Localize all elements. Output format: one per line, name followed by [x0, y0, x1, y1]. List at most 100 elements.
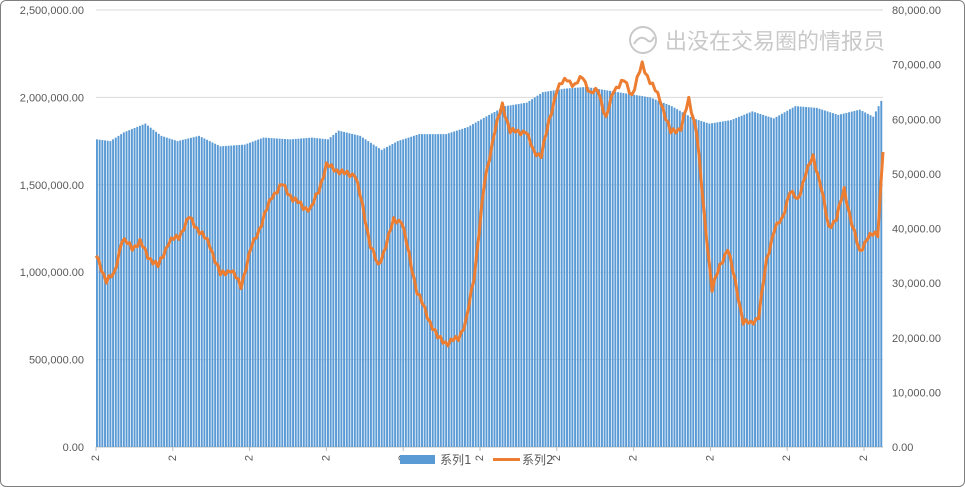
series1-bar	[684, 113, 687, 447]
x-tick-label: 2	[167, 455, 179, 461]
series1-bar	[394, 142, 397, 447]
series1-bar	[442, 134, 445, 447]
series1-bar	[797, 106, 799, 448]
series1-bar	[823, 110, 826, 447]
series1-bar	[547, 91, 550, 448]
series1-bar	[496, 110, 499, 447]
series1-bar	[759, 114, 762, 448]
series1-bar	[378, 148, 380, 448]
series1-bar	[858, 109, 861, 448]
series1-bar	[114, 137, 117, 447]
series1-bar	[660, 101, 662, 448]
series1-bar	[700, 120, 703, 448]
series1-bar	[128, 130, 131, 448]
series1-bar	[461, 128, 464, 447]
series1-bar	[458, 129, 461, 447]
series1-bar	[880, 100, 883, 447]
series1-bar	[200, 137, 203, 448]
series1-bar	[574, 87, 577, 447]
series1-bar	[719, 121, 722, 447]
series1-bar	[544, 91, 547, 448]
series1-bar	[310, 137, 313, 447]
series1-bar	[506, 105, 509, 447]
left-tick-label: 2,000,000.00	[20, 92, 84, 104]
series1-bar	[453, 131, 456, 447]
series1-bar	[141, 124, 144, 448]
series1-bar	[853, 110, 856, 448]
series1-bar	[227, 145, 230, 447]
series1-bar	[598, 89, 601, 448]
series1-bar	[566, 88, 568, 447]
series1-bar	[305, 138, 308, 447]
series1-bar	[877, 106, 880, 447]
series1-bar	[232, 145, 235, 447]
series1-bar	[396, 141, 399, 447]
series1-bar	[515, 104, 517, 447]
series1-bar	[289, 139, 292, 448]
legend-series1-swatch	[400, 455, 435, 464]
series1-bar	[173, 140, 176, 447]
series1-bar	[686, 115, 689, 447]
x-axis-ticks: 22222222222	[90, 447, 870, 461]
series1-bar	[531, 99, 534, 447]
series1-bar	[805, 107, 808, 447]
series1-bar	[149, 127, 152, 447]
series1-bar	[235, 145, 238, 448]
series1-bar	[619, 92, 622, 447]
series1-bar	[404, 138, 407, 447]
series1-bar	[410, 136, 413, 448]
series1-bar	[504, 106, 507, 447]
left-tick-label: 2,500,000.00	[20, 5, 84, 17]
watermark: 出没在交易圈的情报员	[629, 26, 885, 55]
series1-bar	[284, 139, 286, 448]
series1-bar	[267, 137, 270, 447]
x-tick-label: 2	[704, 455, 716, 461]
series1-bar	[778, 115, 781, 447]
series1-bar	[216, 145, 219, 447]
series1-bar	[450, 132, 453, 448]
series1-bar	[230, 145, 233, 447]
series1-bar	[727, 120, 730, 447]
series1-bar	[297, 138, 300, 447]
series1-bar	[767, 116, 770, 448]
series1-bar	[525, 102, 528, 448]
series1-bar	[332, 134, 335, 447]
series1-bar	[278, 138, 281, 447]
series1-bar	[380, 149, 383, 447]
series1-bar	[369, 142, 372, 447]
series1-bar	[96, 139, 98, 448]
x-tick-label: 2	[781, 455, 793, 461]
series1-bar	[329, 137, 332, 448]
series1-bar	[455, 130, 458, 447]
series1-bar	[117, 135, 120, 447]
series1-bar	[163, 136, 166, 448]
series1-bar	[523, 103, 526, 448]
series1-bar	[316, 138, 319, 448]
series1-bar	[130, 129, 133, 447]
series1-bar	[746, 113, 748, 447]
legend-series1-label: 系列1	[440, 453, 472, 467]
series1-bar	[622, 93, 625, 447]
series1-bar	[152, 129, 155, 447]
series1-bar	[831, 113, 834, 447]
series1-bar	[705, 122, 708, 447]
series1-bar	[571, 88, 574, 447]
series1-bar	[106, 140, 109, 447]
series1-bar	[386, 146, 389, 447]
series1-bar	[439, 134, 442, 447]
series1-bar	[147, 125, 149, 447]
series1-bar	[348, 133, 351, 447]
series1-bar	[509, 105, 512, 448]
series1-bar	[874, 111, 877, 447]
series1-bar	[168, 138, 171, 447]
series1-bar	[584, 86, 587, 448]
series1-bar	[743, 114, 746, 447]
right-axis-ticks: 0.00 10,000.00 20,000.00 30,000.00 40,000.00…	[892, 5, 941, 454]
series1-bar	[528, 100, 531, 447]
series1-bar	[192, 137, 195, 448]
series1-bar	[273, 138, 276, 447]
series1-bar	[837, 114, 840, 447]
series1-bar	[335, 132, 337, 447]
series2-line	[94, 60, 885, 348]
series1-bar	[112, 139, 115, 448]
